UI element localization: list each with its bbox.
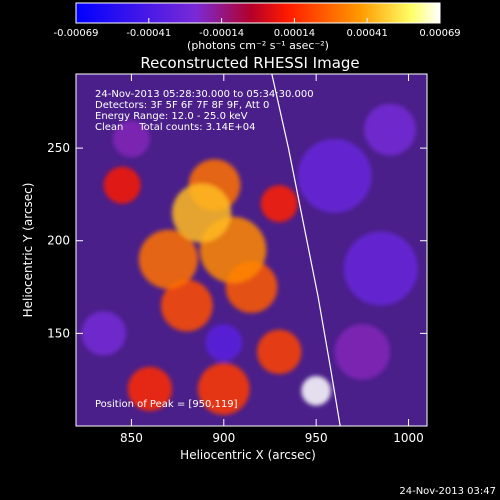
heatmap-blob — [81, 311, 126, 356]
colorbar-tick-label: -0.00069 — [54, 28, 99, 39]
heatmap-blob — [343, 231, 418, 306]
solar-limb-curve — [271, 74, 341, 426]
x-axis-label: Heliocentric X (arcsec) — [180, 448, 316, 462]
heatmap-blob — [334, 324, 391, 380]
annotations: 24-Nov-2013 05:28:30.000 to 05:34:30.000… — [95, 89, 314, 410]
x-tick-label: 850 — [120, 431, 143, 445]
heatmap-blob — [205, 324, 243, 362]
y-tick-label: 250 — [47, 141, 70, 155]
heatmap-blob — [112, 120, 150, 158]
colorbar-tick-label: 0.00069 — [419, 28, 460, 39]
colorbar-unit-label: (photons cm⁻² s⁻¹ asec⁻²) — [187, 39, 329, 52]
y-tick-label: 200 — [47, 234, 70, 248]
heatmap-blob — [301, 376, 331, 406]
chart-title: Reconstructed RHESSI Image — [140, 54, 359, 72]
annotation-time-range: 24-Nov-2013 05:28:30.000 to 05:34:30.000 — [95, 89, 314, 100]
heatmap-blob — [260, 185, 298, 223]
heatmap-blob — [138, 229, 198, 289]
heatmap-blob — [364, 103, 416, 156]
annotation-energy: Energy Range: 12.0 - 25.0 keV — [95, 111, 248, 122]
annotation-detectors: Detectors: 3F 5F 6F 7F 8F 9F, Att 0 — [95, 100, 269, 111]
heatmap-blob — [197, 363, 250, 415]
footer-timestamp: 24-Nov-2013 03:47 — [399, 486, 496, 497]
annotation-peak: Position of Peak = [950,119] — [95, 399, 238, 410]
heatmap-blob — [103, 166, 141, 204]
heatmap-layer — [81, 103, 418, 415]
y-tick-label: 150 — [47, 326, 70, 340]
colorbar-tick-label: 0.00014 — [274, 28, 315, 39]
plot-frame — [75, 73, 428, 427]
colorbar-tick-label: -0.00014 — [199, 28, 244, 39]
heatmap-blob — [172, 183, 232, 243]
x-tick-label: 900 — [212, 431, 235, 445]
x-tick-label: 950 — [305, 431, 328, 445]
heatmap-blob — [127, 366, 173, 412]
y-axis-label: Heliocentric Y (arcsec) — [21, 183, 35, 318]
heatmap-blob — [160, 279, 213, 332]
colorbar-tick-label: -0.00041 — [126, 28, 171, 39]
colorbar-tick-label: 0.00041 — [347, 28, 388, 39]
plot-area: 850 900 950 1000 150 200 250 — [47, 73, 428, 445]
heatmap-blob — [297, 138, 372, 213]
axis-ticks: 850 900 950 1000 150 200 250 — [47, 74, 427, 445]
colorbar-ticks: -0.00069 -0.00041 -0.00014 0.00014 0.00041 0.… — [54, 18, 461, 39]
colorbar-gradient — [75, 2, 441, 24]
colorbar: -0.00069 -0.00041 -0.00014 0.00014 0.00041 0.… — [54, 2, 461, 52]
x-tick-label: 1000 — [393, 431, 424, 445]
heatmap-blob — [257, 329, 302, 375]
annotation-method-counts: Clean Total counts: 3.14E+04 — [95, 122, 255, 133]
